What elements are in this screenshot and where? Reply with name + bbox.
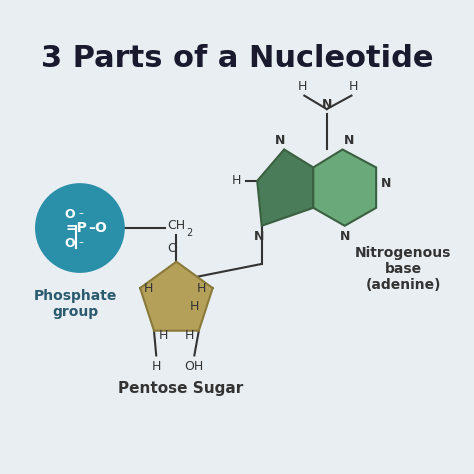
Text: –: – bbox=[79, 208, 84, 218]
Text: H: H bbox=[232, 174, 241, 187]
Text: 3 Parts of a Nucleotide: 3 Parts of a Nucleotide bbox=[41, 44, 433, 73]
Polygon shape bbox=[257, 149, 313, 226]
Text: N: N bbox=[381, 177, 391, 190]
Text: =P: =P bbox=[65, 221, 87, 235]
Polygon shape bbox=[313, 149, 376, 226]
Text: H: H bbox=[158, 328, 168, 342]
Text: Phosphate
group: Phosphate group bbox=[34, 289, 117, 319]
Text: 2: 2 bbox=[186, 228, 192, 238]
Text: N: N bbox=[274, 134, 285, 147]
Text: H: H bbox=[297, 81, 307, 93]
Text: O: O bbox=[65, 208, 75, 221]
Text: H: H bbox=[197, 282, 206, 294]
Text: H: H bbox=[144, 282, 153, 294]
Text: Pentose Sugar: Pentose Sugar bbox=[118, 381, 244, 396]
Text: H: H bbox=[349, 81, 358, 93]
Text: Nitrogenous
base
(adenine): Nitrogenous base (adenine) bbox=[355, 246, 451, 292]
Circle shape bbox=[35, 183, 125, 273]
Text: N: N bbox=[344, 134, 355, 147]
Text: N: N bbox=[339, 230, 350, 243]
Text: O: O bbox=[65, 237, 75, 250]
Text: H: H bbox=[190, 300, 200, 312]
Text: OH: OH bbox=[185, 360, 204, 373]
Polygon shape bbox=[140, 262, 213, 331]
Text: H: H bbox=[152, 360, 161, 373]
Text: N: N bbox=[321, 98, 332, 111]
Text: N: N bbox=[254, 230, 264, 243]
Text: –: – bbox=[79, 237, 84, 247]
Text: H: H bbox=[185, 328, 194, 342]
Text: O: O bbox=[167, 242, 177, 255]
Text: –O: –O bbox=[89, 221, 107, 235]
Text: CH: CH bbox=[167, 219, 185, 232]
